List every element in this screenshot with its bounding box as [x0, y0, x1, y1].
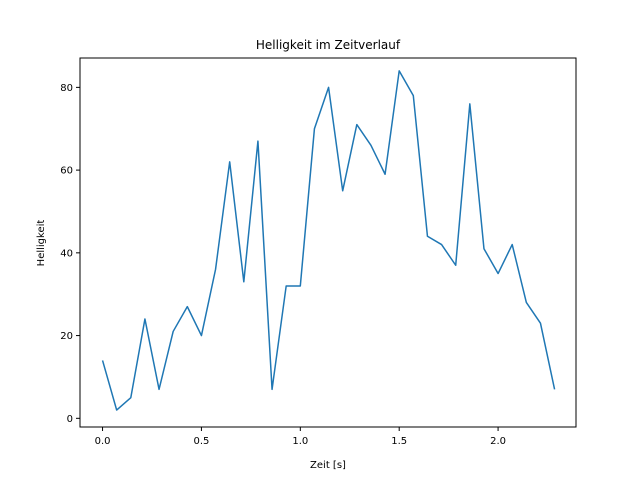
y-axis-label: Helligkeit — [36, 220, 47, 267]
y-tick-label: 60 — [60, 166, 73, 177]
y-tick-label: 0 — [67, 414, 73, 425]
x-tick-label: 2.0 — [490, 436, 506, 447]
x-tick-label: 0.0 — [95, 436, 111, 447]
y-tick-label: 80 — [60, 83, 73, 94]
y-tick-label: 20 — [60, 331, 73, 342]
series-line-0 — [101, 70, 556, 411]
plot-frame — [79, 57, 577, 428]
y-tick-label: 40 — [60, 248, 73, 259]
x-tick-label: 0.5 — [193, 436, 209, 447]
x-tick-label: 1.5 — [391, 436, 407, 447]
x-axis-label: Zeit [s] — [310, 460, 346, 471]
series-layer — [101, 70, 556, 411]
chart-title: Helligkeit im Zeitverlauf — [256, 38, 401, 52]
x-tick-label: 1.0 — [292, 436, 308, 447]
y-axis-ticks: 0 20 40 60 80 — [60, 83, 80, 425]
x-axis-ticks: 0.0 0.5 1.0 1.5 2.0 — [95, 427, 506, 447]
